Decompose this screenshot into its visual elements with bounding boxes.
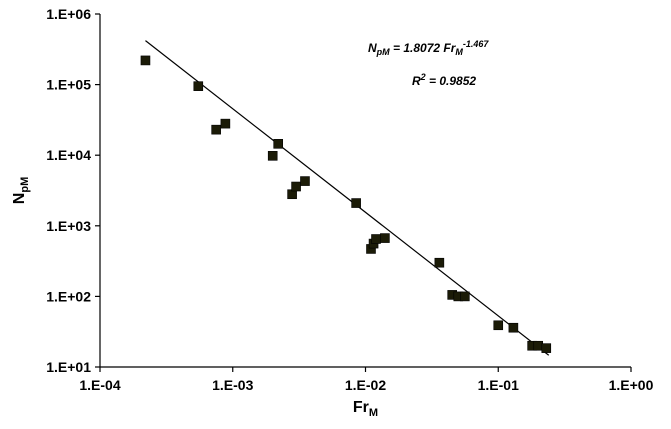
fit-equation-lhs-sub: pM — [376, 47, 390, 57]
y-tick-label: 1.E+04 — [46, 147, 91, 163]
data-point — [460, 291, 470, 302]
y-tick-label: 1.E+06 — [46, 6, 91, 22]
data-point — [493, 320, 504, 331]
data-point — [267, 151, 278, 161]
y-tick-label: 1.E+05 — [46, 77, 91, 93]
r-squared-value: = 0.9852 — [426, 74, 477, 88]
fit-equation-rhs: = 1.8072 Fr — [390, 41, 457, 55]
data-points — [140, 55, 552, 353]
data-point — [220, 118, 231, 129]
fit-equation-rhs-sub: M — [455, 47, 463, 57]
y-axis-title: NpM — [11, 177, 31, 204]
r-squared-label: R2 = 0.9852 — [412, 72, 476, 88]
y-axis-title-sub: pM — [19, 177, 31, 193]
fit-line — [145, 40, 550, 356]
data-point — [434, 257, 445, 268]
r-squared-sup: 2 — [420, 72, 426, 82]
x-tick-label: 1.E-02 — [345, 377, 386, 393]
fit-equation: NpM = 1.8072 FrM-1.467 — [368, 39, 489, 57]
data-point — [211, 124, 221, 135]
data-point — [533, 340, 544, 351]
x-tick-label: 1.E+00 — [609, 377, 654, 393]
data-point — [371, 234, 381, 244]
data-point — [300, 176, 310, 186]
y-tick-label: 1.E+02 — [46, 288, 91, 304]
x-tick-label: 1.E-01 — [478, 377, 519, 393]
data-point — [351, 198, 361, 208]
data-point — [380, 233, 390, 243]
x-axis-title-sub: M — [369, 407, 378, 419]
data-point — [508, 322, 519, 333]
x-tick-label: 1.E-04 — [79, 377, 120, 393]
x-axis-ticks: 1.E-04 1.E-03 1.E-02 1.E-01 1.E+00 — [79, 367, 654, 393]
y-axis-title-main: N — [11, 193, 28, 205]
y-tick-label: 1.E+01 — [46, 359, 91, 375]
x-axis-title-main: Fr — [353, 399, 369, 416]
y-axis-ticks: 1.E+01 1.E+02 1.E+03 1.E+04 1.E+05 1.E+06 — [46, 6, 100, 375]
fit-equation-exponent: -1.467 — [463, 39, 490, 49]
data-point — [140, 55, 151, 66]
x-axis-title: FrM — [353, 399, 378, 419]
data-point — [273, 139, 284, 149]
y-tick-label: 1.E+03 — [46, 218, 91, 234]
x-tick-label: 1.E-03 — [212, 377, 253, 393]
fit-layer — [145, 40, 550, 356]
data-point — [193, 81, 204, 91]
r-squared-symbol: R — [412, 74, 421, 88]
data-point — [541, 343, 552, 353]
fit-equation-lhs: N — [368, 41, 377, 55]
data-point — [291, 181, 301, 192]
